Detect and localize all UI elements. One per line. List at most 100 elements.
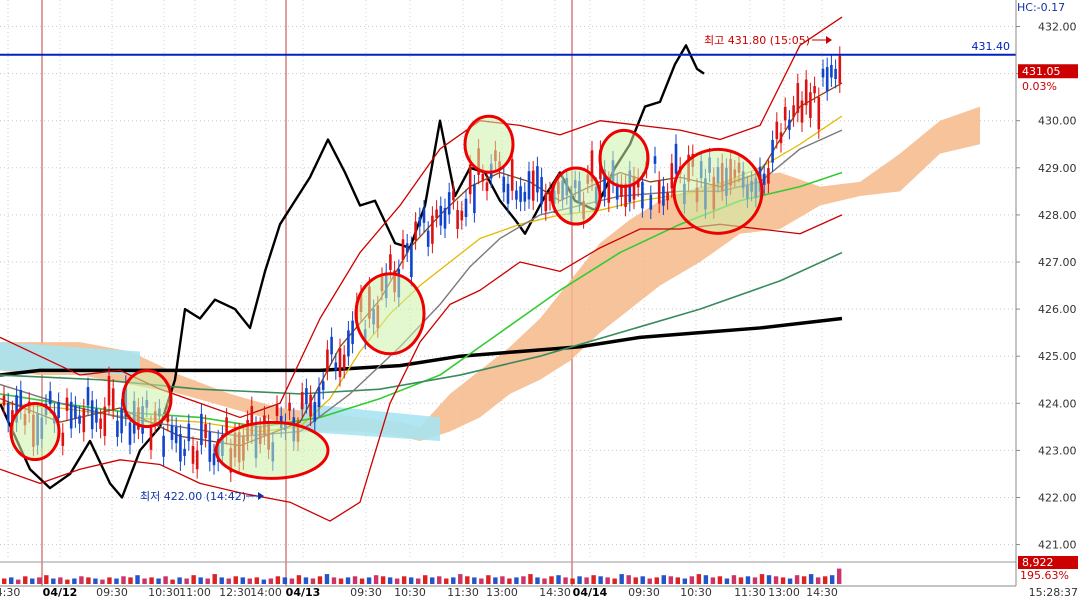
volume-bar xyxy=(731,575,737,584)
y-tick-label: 422.00 xyxy=(1038,492,1077,505)
candle-body xyxy=(531,170,535,201)
last-price-box xyxy=(1018,64,1078,79)
signal-circle[interactable] xyxy=(550,166,602,226)
candle-body xyxy=(418,217,422,227)
candle-body xyxy=(82,408,86,433)
volume-bar xyxy=(493,577,498,584)
candle-body xyxy=(649,194,653,210)
x-date-label: 04/12 xyxy=(43,586,78,599)
x-tick-label: 13:00 xyxy=(486,586,518,599)
candle-body xyxy=(65,397,69,411)
x-tick-label: 14:00 xyxy=(250,586,282,599)
signal-circle[interactable] xyxy=(121,369,173,429)
candle-body xyxy=(61,432,65,446)
volume-bar xyxy=(149,577,154,584)
y-tick-label: 425.00 xyxy=(1038,350,1077,363)
y-tick-label: 428.00 xyxy=(1038,209,1077,222)
candle-body xyxy=(653,156,657,164)
candle-body xyxy=(107,376,111,406)
volume-bar xyxy=(345,577,351,584)
volume-bar xyxy=(191,575,196,584)
candle-body xyxy=(195,450,199,470)
volume-bar xyxy=(380,576,386,584)
volume-bar xyxy=(752,577,758,584)
volume-bar xyxy=(65,579,70,584)
candle-body xyxy=(86,387,90,406)
plot-area[interactable] xyxy=(0,0,1016,560)
signal-circle[interactable] xyxy=(463,114,515,174)
signal-circle[interactable] xyxy=(9,402,61,462)
volume-bar xyxy=(514,577,519,584)
candle-body xyxy=(468,164,472,195)
y-tick-label: 424.00 xyxy=(1038,397,1077,410)
candle-body xyxy=(447,192,451,215)
volume-bar xyxy=(79,576,84,584)
candle-body xyxy=(830,64,833,78)
volume-bar xyxy=(212,574,217,584)
signal-circle[interactable] xyxy=(354,272,426,356)
signal-circle[interactable] xyxy=(214,420,330,480)
candle-body xyxy=(99,418,102,429)
candle-body xyxy=(309,394,312,417)
volume-bar xyxy=(142,578,147,584)
x-tick-label: 09:30 xyxy=(628,586,660,599)
volume-bar xyxy=(163,576,168,584)
candle-body xyxy=(641,181,644,209)
volume-bar xyxy=(156,578,161,584)
volume-bar xyxy=(808,574,814,584)
candle-body xyxy=(187,423,191,442)
volume-bar xyxy=(373,575,379,584)
volume-bar xyxy=(135,575,140,584)
volume-bar xyxy=(394,578,400,584)
y-tick-label: 429.00 xyxy=(1038,162,1077,175)
candle-body xyxy=(414,221,417,241)
volume-bar xyxy=(437,576,442,584)
x-date-label: 04/14 xyxy=(573,586,608,599)
volume-bar xyxy=(794,575,800,584)
candle-body xyxy=(204,424,207,439)
volume-bar xyxy=(465,576,470,584)
last-price-change: 0.03% xyxy=(1022,80,1057,93)
volume-bar xyxy=(598,576,603,584)
volume-bar xyxy=(198,577,203,584)
volume-bar xyxy=(626,575,631,584)
volume-bar xyxy=(689,576,695,584)
y-tick-label: 423.00 xyxy=(1038,444,1077,457)
candle-body xyxy=(2,395,6,406)
volume-value: 8,922 xyxy=(1022,556,1054,569)
candle-body xyxy=(338,348,342,378)
candle-body xyxy=(779,132,783,144)
candle-body xyxy=(300,392,304,410)
candle-body xyxy=(19,390,23,411)
candle-body xyxy=(502,176,506,193)
candle-body xyxy=(351,320,354,344)
candle-body xyxy=(775,121,779,140)
volume-bar xyxy=(633,577,638,584)
candle-body xyxy=(179,433,182,462)
signal-circle[interactable] xyxy=(672,147,764,235)
candle-body xyxy=(523,191,527,202)
volume-bar xyxy=(282,577,288,584)
candle-body xyxy=(347,330,350,357)
volume-bar xyxy=(219,577,224,584)
candle-body xyxy=(120,408,123,434)
candle-body xyxy=(548,191,552,202)
candle-body xyxy=(506,183,510,204)
candle-body xyxy=(800,100,804,123)
volume-ratio: 195.63% xyxy=(1020,569,1069,582)
signal-circle[interactable] xyxy=(598,128,650,188)
volume-bar xyxy=(289,578,295,584)
volume-bar xyxy=(430,577,435,584)
volume-bar xyxy=(759,574,765,584)
candle-body xyxy=(515,190,518,200)
candle-body xyxy=(69,401,73,429)
candle-body xyxy=(674,143,678,174)
volume-bar xyxy=(703,575,709,584)
candle-body xyxy=(771,139,774,163)
volume-value-box xyxy=(1018,556,1078,569)
candle-body xyxy=(624,183,627,207)
candle-body xyxy=(464,198,468,217)
candle-body xyxy=(590,150,594,182)
high-annotation: 최고 431.80 (15:05) xyxy=(704,34,810,47)
